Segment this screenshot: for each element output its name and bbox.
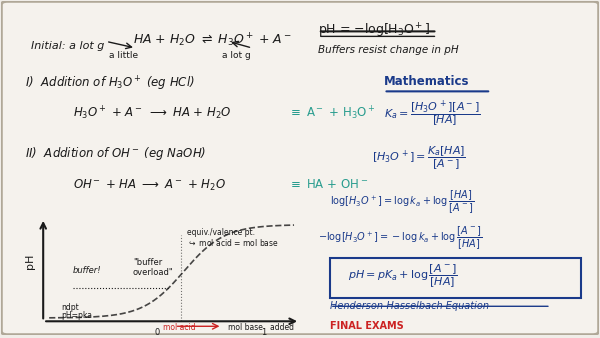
Text: $\hookrightarrow$ mol acid = mol base: $\hookrightarrow$ mol acid = mol base: [187, 237, 278, 248]
Text: HA + H$_2$O $\rightleftharpoons$ H$_3$O$^+$ + A$^-$: HA + H$_2$O $\rightleftharpoons$ H$_3$O$…: [133, 31, 292, 49]
Text: FINAL EXAMS: FINAL EXAMS: [330, 321, 404, 331]
Text: pH=pka: pH=pka: [61, 311, 92, 320]
Text: a little: a little: [109, 51, 138, 61]
Text: $\equiv$ HA + OH$^-$: $\equiv$ HA + OH$^-$: [288, 178, 368, 191]
Text: pH: pH: [25, 254, 35, 269]
Text: mol acid: mol acid: [163, 322, 195, 332]
Text: Mathematics: Mathematics: [383, 75, 469, 88]
Text: II)  Addition of OH$^-$ (eg NaOH): II) Addition of OH$^-$ (eg NaOH): [25, 145, 206, 162]
Text: Initial: a lot g: Initial: a lot g: [31, 41, 104, 51]
Text: a lot g: a lot g: [223, 51, 251, 61]
Text: buffer!: buffer!: [73, 266, 101, 275]
Text: $pH = pK_a + \log\dfrac{[A^-]}{[HA]}$: $pH = pK_a + \log\dfrac{[A^-]}{[HA]}$: [348, 263, 458, 290]
Text: Henderson-Hasselbach Equation: Henderson-Hasselbach Equation: [330, 301, 489, 311]
Text: 0: 0: [154, 328, 159, 337]
Text: $[H_3O^+] = \dfrac{K_a[HA]}{[A^-]}$: $[H_3O^+] = \dfrac{K_a[HA]}{[A^-]}$: [371, 145, 466, 172]
Text: overload": overload": [133, 268, 173, 276]
Text: Buffers resist change in pH: Buffers resist change in pH: [318, 45, 458, 55]
Text: ndpt: ndpt: [61, 303, 79, 312]
Text: $\equiv$ A$^-$ + H$_3$O$^+$: $\equiv$ A$^-$ + H$_3$O$^+$: [288, 105, 376, 122]
Text: OH$^-$ + HA $\longrightarrow$ A$^-$ + H$_2$O: OH$^-$ + HA $\longrightarrow$ A$^-$ + H$…: [73, 178, 226, 193]
Text: "buffer: "buffer: [133, 258, 162, 267]
Text: $\log[H_3O^+] = \log k_a + \log\dfrac{[HA]}{[A^-]}$: $\log[H_3O^+] = \log k_a + \log\dfrac{[H…: [330, 188, 474, 215]
Text: equiv./valence pt.: equiv./valence pt.: [187, 228, 254, 237]
Text: mol base   added: mol base added: [229, 322, 295, 332]
Text: $-\log[H_3O^+] = -\log k_a + \log\dfrac{[A^-]}{[HA]}$: $-\log[H_3O^+] = -\log k_a + \log\dfrac{…: [318, 225, 482, 251]
Text: I)  Addition of H$_3$O$^+$ (eg HCl): I) Addition of H$_3$O$^+$ (eg HCl): [25, 75, 195, 93]
Text: 1: 1: [262, 328, 267, 337]
Text: pH = $-$log[H$_3$O$^+$]: pH = $-$log[H$_3$O$^+$]: [318, 21, 430, 40]
Text: H$_3$O$^+$ + A$^-$ $\longrightarrow$ HA + H$_2$O: H$_3$O$^+$ + A$^-$ $\longrightarrow$ HA …: [73, 105, 232, 122]
Text: $K_a = \dfrac{[H_3O^+][A^-]}{[HA]}$: $K_a = \dfrac{[H_3O^+][A^-]}{[HA]}$: [383, 98, 480, 128]
